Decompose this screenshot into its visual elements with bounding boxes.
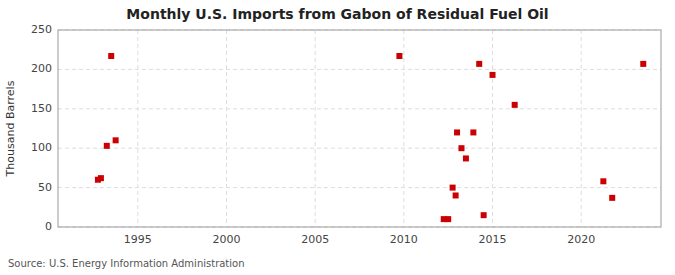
point: [463, 155, 469, 161]
grid-line-y: [58, 148, 661, 149]
grid-line-y: [58, 108, 661, 109]
grid-line-x: [226, 30, 227, 227]
point: [600, 178, 606, 184]
x-tick-label: 2005: [301, 233, 329, 246]
source-note: Source: U.S. Energy Information Administ…: [8, 258, 245, 269]
point: [450, 185, 456, 191]
y-axis-label: Thousand Barrels: [4, 80, 17, 177]
x-tick-label: 1995: [124, 233, 152, 246]
plot-frame: [58, 30, 661, 227]
grid-line-x: [581, 30, 582, 227]
point: [609, 195, 615, 201]
point: [454, 129, 460, 135]
point: [470, 129, 476, 135]
y-tick-label: 200: [31, 62, 52, 75]
point: [640, 61, 646, 67]
x-tick-label: 2015: [479, 233, 507, 246]
point: [458, 145, 464, 151]
point: [445, 216, 451, 222]
y-tick-label: 150: [31, 102, 52, 115]
grid-line-x: [492, 30, 493, 227]
point: [113, 137, 119, 143]
grid: [58, 30, 661, 227]
grid-line-y: [58, 187, 661, 188]
y-tick-label: 50: [38, 181, 52, 194]
grid-line-x: [137, 30, 138, 227]
grid-line-y: [58, 69, 661, 70]
point: [476, 61, 482, 67]
title: Monthly U.S. Imports from Gabon of Resid…: [126, 6, 548, 22]
point: [98, 175, 104, 181]
x-tick-label: 2000: [212, 233, 240, 246]
grid-line-x: [403, 30, 404, 227]
y-tick-label: 0: [45, 220, 52, 233]
points: [95, 53, 646, 222]
chart-svg: 0 50 100 150 200 250 1995 2000 2005 2010 2015 2020 M…: [0, 0, 675, 275]
point: [512, 102, 518, 108]
point: [108, 53, 114, 59]
x-tick-label: 2010: [390, 233, 418, 246]
chart-container: 0 50 100 150 200 250 1995 2000 2005 2010 2015 2020 M…: [0, 0, 675, 275]
point: [481, 212, 487, 218]
x-tick-label: 2020: [567, 233, 595, 246]
point: [453, 192, 459, 198]
axes: 0 50 100 150 200 250 1995 2000 2005 2010 2015 2020: [31, 23, 595, 246]
point: [396, 53, 402, 59]
point: [490, 72, 496, 78]
grid-line-x: [315, 30, 316, 227]
y-tick-label: 250: [31, 23, 52, 36]
y-tick-label: 100: [31, 141, 52, 154]
point: [104, 143, 110, 149]
